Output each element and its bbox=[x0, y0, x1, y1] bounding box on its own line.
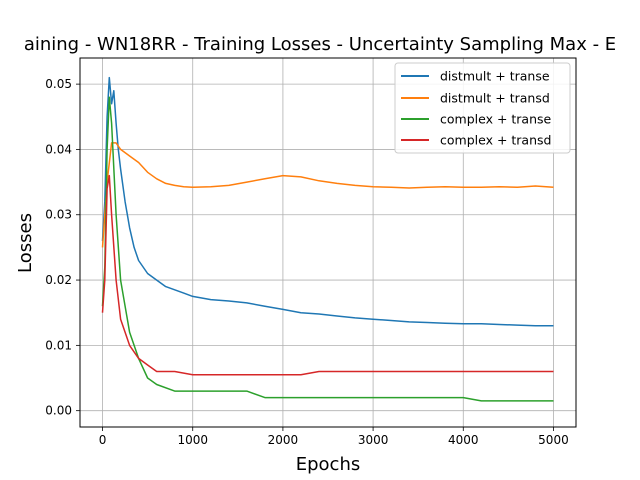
legend-label-distmult-transe: distmult + transe bbox=[440, 69, 550, 84]
x-axis-label: Epochs bbox=[296, 454, 361, 475]
y-tick-label: 0.05 bbox=[45, 77, 72, 91]
y-tick-label: 0.01 bbox=[45, 338, 72, 352]
legend-label-complex-transe: complex + transe bbox=[440, 112, 552, 127]
series-line-complex-transe bbox=[101, 96, 554, 402]
x-axis: 0 1000 2000 3000 4000 5000 bbox=[99, 427, 569, 447]
chart-title: aining - WN18RR - Training Losses - Unce… bbox=[24, 34, 616, 55]
legend: distmult + transe distmult + transd comp… bbox=[394, 62, 571, 154]
legend-label-complex-transd: complex + transd bbox=[440, 133, 551, 148]
y-axis-label: Losses bbox=[15, 213, 36, 273]
plot-frame bbox=[79, 57, 577, 428]
y-tick-label: 0.02 bbox=[45, 273, 72, 287]
legend-label-distmult-transd: distmult + transd bbox=[440, 91, 550, 106]
legend-frame bbox=[394, 62, 571, 154]
series-line-distmult-transd bbox=[101, 142, 554, 248]
x-tick-label: 4000 bbox=[448, 433, 479, 447]
y-tick-label: 0.03 bbox=[45, 208, 72, 222]
series-line-distmult-transe bbox=[101, 76, 554, 327]
x-tick-label: 3000 bbox=[358, 433, 389, 447]
x-tick-label: 2000 bbox=[268, 433, 299, 447]
y-tick-label: 0.00 bbox=[45, 404, 72, 418]
x-tick-label: 5000 bbox=[538, 433, 569, 447]
y-tick-label: 0.04 bbox=[45, 142, 72, 156]
series-line-complex-transd bbox=[101, 174, 554, 376]
x-tick-label: 0 bbox=[99, 433, 107, 447]
series-layer bbox=[101, 76, 554, 402]
y-axis: 0.00 0.01 0.02 0.03 0.04 0.05 bbox=[45, 77, 80, 418]
x-tick-label: 1000 bbox=[177, 433, 208, 447]
